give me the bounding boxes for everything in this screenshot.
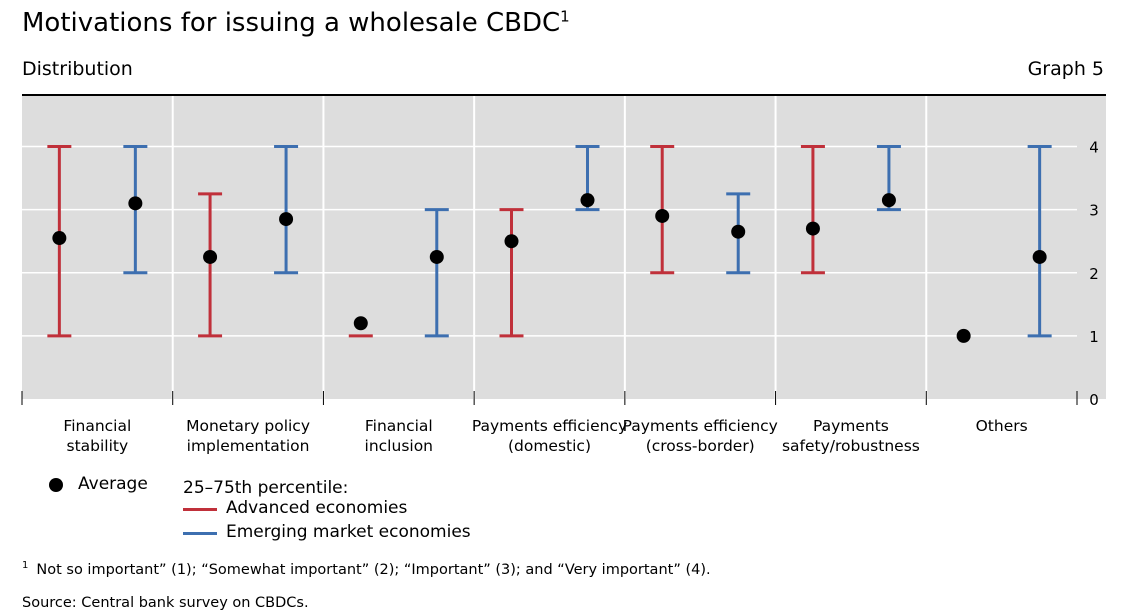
category-label: stability	[67, 437, 129, 455]
footnote: 1 Not so important” (1); “Somewhat import…	[22, 560, 711, 578]
category-label: Others	[976, 417, 1028, 435]
legend-emerging-line	[183, 532, 217, 535]
legend-percentile-label: 25–75th percentile:	[183, 478, 349, 498]
y-tick-label: 1	[1089, 328, 1099, 346]
legend-emerging-label: Emerging market economies	[226, 522, 471, 542]
graph-number: Graph 5	[1027, 58, 1104, 80]
category-label: Payments efficiency	[472, 417, 627, 435]
average-point-advanced	[52, 231, 67, 246]
y-tick-label: 2	[1089, 265, 1099, 283]
legend-average-label: Average	[78, 474, 148, 494]
category-label: Payments efficiency	[623, 417, 778, 435]
category-label: Financial	[365, 417, 433, 435]
category-label: safety/robustness	[782, 437, 920, 455]
average-point-emerging	[429, 249, 444, 264]
average-point-advanced	[504, 234, 519, 249]
average-point-emerging	[1032, 249, 1047, 264]
average-point-emerging	[128, 196, 143, 211]
chart-title-text: Motivations for issuing a wholesale CBDC	[22, 8, 561, 38]
y-tick-label: 0	[1089, 391, 1099, 409]
average-point-advanced	[956, 328, 971, 343]
category-label: implementation	[187, 437, 310, 455]
category-label: inclusion	[365, 437, 433, 455]
legend-advanced-line	[183, 508, 217, 511]
average-point-emerging	[580, 193, 595, 208]
footnote-marker: 1	[22, 560, 29, 571]
average-point-advanced	[353, 316, 368, 331]
header-rule	[22, 94, 1106, 96]
average-point-advanced	[805, 221, 820, 236]
average-point-emerging	[279, 212, 294, 227]
y-tick-label: 3	[1089, 202, 1099, 220]
average-point-emerging	[731, 224, 746, 239]
category-label: (cross-border)	[646, 437, 755, 455]
category-label: (domestic)	[508, 437, 591, 455]
legend-average-marker	[49, 478, 63, 492]
chart-area: 0 1 2 3 4 Financial stability Monetary policy im…	[21, 96, 1106, 455]
source-note: Source: Central bank survey on CBDCs.	[22, 595, 309, 611]
footnote-text: Not so important” (1); “Somewhat importa…	[36, 561, 711, 578]
average-point-advanced	[655, 208, 670, 223]
category-label: Monetary policy	[186, 417, 310, 435]
title-footnote-marker: 1	[560, 7, 570, 26]
category-label: Payments	[813, 417, 889, 435]
average-point-emerging	[881, 193, 896, 208]
average-point-advanced	[203, 249, 218, 264]
y-tick-label: 4	[1089, 139, 1099, 157]
legend-advanced-label: Advanced economies	[226, 498, 408, 518]
category-label: Financial	[63, 417, 131, 435]
plot-background	[22, 96, 1106, 399]
chart-subtitle: Distribution	[22, 58, 133, 80]
chart-title: Motivations for issuing a wholesale CBDC…	[22, 6, 570, 40]
